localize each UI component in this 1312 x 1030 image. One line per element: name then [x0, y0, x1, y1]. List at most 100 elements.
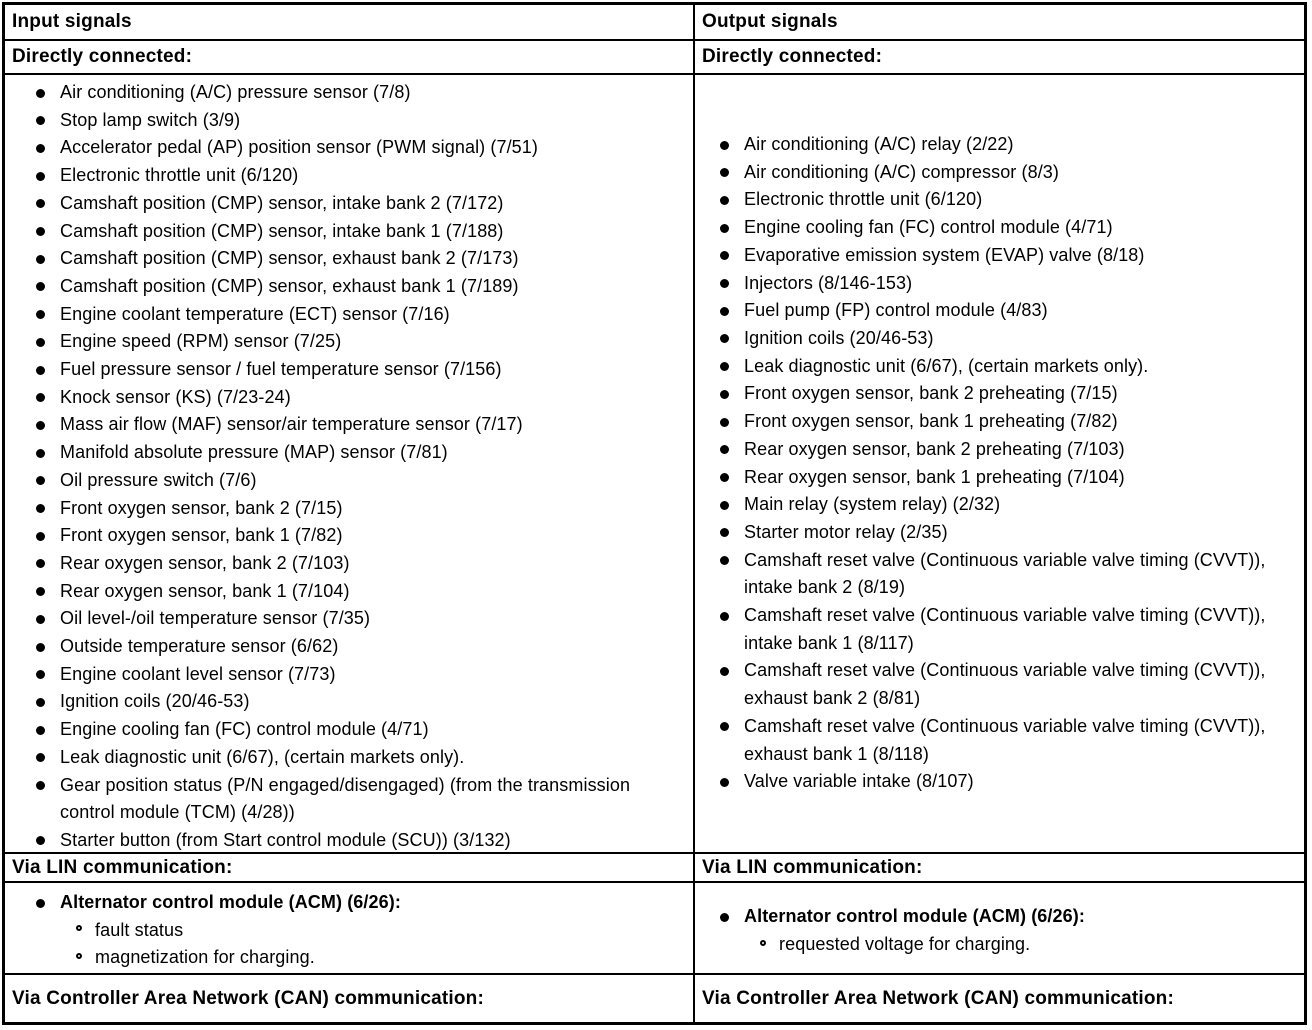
list-item-label: Leak diagnostic unit (6/67), (certain ma… [744, 355, 1149, 376]
bullet-icon [720, 389, 729, 399]
list-item: Front oxygen sensor, bank 1 preheating (… [717, 408, 1296, 436]
bullet-icon [36, 448, 45, 458]
bullet-icon [720, 445, 729, 455]
input-lin-label: Via LIN communication: [5, 854, 695, 883]
list-item: Main relay (system relay) (2/32) [717, 491, 1296, 519]
list-item-label: Alternator control module (ACM) (6/26): [60, 892, 401, 912]
list-item: Manifold absolute pressure (MAP) sensor … [33, 439, 685, 467]
list-item: Camshaft position (CMP) sensor, exhaust … [33, 245, 685, 273]
list-item: Camshaft reset valve (Continuous variabl… [717, 602, 1296, 657]
list-item: Fuel pump (FP) control module (4/83) [717, 297, 1296, 325]
list-item: Evaporative emission system (EVAP) valve… [717, 242, 1296, 270]
list-item: Rear oxygen sensor, bank 2 (7/103) [33, 550, 685, 578]
bullet-icon [36, 753, 45, 763]
list-item: Camshaft reset valve (Continuous variabl… [717, 713, 1296, 768]
list-item: Camshaft position (CMP) sensor, intake b… [33, 190, 685, 218]
list-item-label: Injectors (8/146-153) [744, 272, 913, 293]
bullet-icon [36, 670, 45, 680]
bullet-icon [36, 559, 45, 569]
list-item-label: Front oxygen sensor, bank 2 (7/15) [60, 497, 343, 518]
list-item-label: Camshaft position (CMP) sensor, exhaust … [60, 275, 519, 296]
list-item-label: Engine speed (RPM) sensor (7/25) [60, 331, 342, 352]
list-item: Starter button (from Start control modul… [33, 827, 685, 852]
list-item-label: Air conditioning (A/C) pressure sensor (… [60, 82, 411, 102]
list-item: Accelerator pedal (AP) position sensor (… [33, 134, 685, 162]
list-item: Engine cooling fan (FC) control module (… [717, 214, 1296, 242]
list-item-label: Evaporative emission system (EVAP) valve… [744, 244, 1145, 265]
output-lin-label: Via LIN communication: [695, 854, 1304, 883]
list-item: Starter motor relay (2/35) [717, 519, 1296, 547]
list-item: Leak diagnostic unit (6/67), (certain ma… [33, 744, 685, 772]
list-item: Alternator control module (ACM) (6/26): [33, 889, 685, 917]
sub-list-item-label: magnetization for charging. [95, 947, 315, 968]
list-item: Front oxygen sensor, bank 2 preheating (… [717, 380, 1296, 408]
bullet-icon [720, 362, 729, 372]
bullet-icon [720, 168, 729, 178]
bullet-icon [720, 140, 729, 150]
output-lin-list: Alternator control module (ACM) (6/26): r… [695, 883, 1304, 975]
bullet-icon [36, 836, 45, 846]
bullet-icon [36, 393, 45, 403]
list-item: Ignition coils (20/46-53) [717, 325, 1296, 353]
bullet-icon [36, 310, 45, 320]
list-item-label: Engine coolant level sensor (7/73) [60, 663, 336, 684]
list-item: Fuel pressure sensor / fuel temperature … [33, 356, 685, 384]
list-item-label: Air conditioning (A/C) compressor (8/3) [744, 161, 1060, 182]
hollow-bullet-icon [760, 939, 766, 946]
list-item: Camshaft reset valve (Continuous variabl… [717, 547, 1296, 602]
list-item: Camshaft position (CMP) sensor, exhaust … [33, 273, 685, 301]
bullet-icon [36, 282, 45, 292]
bullet-icon [36, 254, 45, 264]
list-item-label: Valve variable intake (8/107) [744, 771, 974, 792]
list-item-label: Engine cooling fan (FC) control module (… [744, 217, 1113, 238]
sub-list-item-label: requested voltage for charging. [779, 934, 1031, 955]
bullet-icon [36, 171, 45, 181]
list-item-label: Knock sensor (KS) (7/23-24) [60, 386, 291, 407]
bullet-icon [36, 587, 45, 597]
bullet-icon [720, 912, 729, 922]
list-item-label: Camshaft reset valve (Continuous variabl… [744, 660, 1266, 709]
bullet-icon [720, 777, 729, 787]
list-item: Camshaft position (CMP) sensor, intake b… [33, 218, 685, 246]
output-directly-connected-label: Directly connected: [695, 41, 1304, 75]
bullet-icon [36, 365, 45, 375]
list-item: Leak diagnostic unit (6/67), (certain ma… [717, 353, 1296, 381]
bullet-icon [720, 500, 729, 510]
list-item-label: Camshaft position (CMP) sensor, intake b… [60, 220, 504, 241]
bullet-icon [36, 504, 45, 514]
list-item-label: Rear oxygen sensor, bank 1 (7/104) [60, 580, 350, 601]
list-item-label: Camshaft reset valve (Continuous variabl… [744, 549, 1266, 598]
sub-list-item: fault status [33, 917, 685, 945]
list-item-label: Main relay (system relay) (2/32) [744, 494, 1001, 515]
bullet-icon [36, 116, 45, 126]
list-item-label: Camshaft reset valve (Continuous variabl… [744, 715, 1266, 764]
output-can-label: Via Controller Area Network (CAN) commun… [695, 975, 1304, 1022]
list-item: Ignition coils (20/46-53) [33, 688, 685, 716]
list-item: Air conditioning (A/C) pressure sensor (… [33, 79, 685, 107]
list-item-label: Leak diagnostic unit (6/67), (certain ma… [60, 746, 465, 767]
bullet-icon [720, 306, 729, 316]
list-item-label: Ignition coils (20/46-53) [744, 327, 934, 348]
list-item: Rear oxygen sensor, bank 2 preheating (7… [717, 436, 1296, 464]
output-directly-connected-list: Air conditioning (A/C) relay (2/22) Air c… [695, 75, 1304, 854]
input-lin-list: Alternator control module (ACM) (6/26): f… [5, 883, 695, 975]
sub-list-item: requested voltage for charging. [717, 931, 1296, 959]
bullet-icon [36, 725, 45, 735]
bullet-icon [36, 614, 45, 624]
bullet-icon [720, 528, 729, 538]
bullet-icon [720, 722, 729, 732]
list-item: Electronic throttle unit (6/120) [717, 186, 1296, 214]
list-item-label: Rear oxygen sensor, bank 2 preheating (7… [744, 438, 1125, 459]
list-item: Rear oxygen sensor, bank 1 (7/104) [33, 578, 685, 606]
list-item-label: Mass air flow (MAF) sensor/air temperatu… [60, 414, 523, 435]
bullet-icon [720, 473, 729, 482]
bullet-icon [36, 898, 45, 908]
list-item-label: Camshaft position (CMP) sensor, intake b… [60, 192, 504, 213]
list-item-label: Electronic throttle unit (6/120) [744, 189, 983, 210]
list-item-label: Electronic throttle unit (6/120) [60, 165, 299, 186]
list-item-label: Starter motor relay (2/35) [744, 521, 948, 542]
list-item-label: Rear oxygen sensor, bank 1 preheating (7… [744, 466, 1125, 487]
bullet-icon [36, 697, 45, 707]
